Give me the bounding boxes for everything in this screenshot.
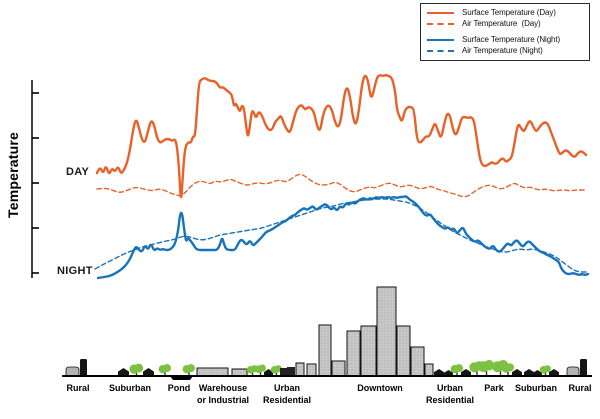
barn-icon <box>65 366 80 377</box>
x-axis-label-park: Park <box>484 383 504 393</box>
building-icon <box>410 346 425 377</box>
tree-trunk <box>499 369 502 376</box>
house-icon <box>444 370 453 376</box>
tree-trunk <box>251 371 254 376</box>
x-axis-label-suburban: Suburban <box>515 383 557 393</box>
tree-icon <box>187 364 195 373</box>
legend-label: Surface Temperature (Day) <box>462 8 556 17</box>
series-surface-temperature-night- <box>96 195 590 280</box>
building-icon <box>318 324 332 377</box>
silo-icon <box>80 359 87 376</box>
house-icon <box>434 369 444 376</box>
building-icon <box>306 363 317 377</box>
legend-item-surface-day: Surface Temperature (Day) <box>427 7 585 18</box>
building-icon <box>331 360 346 377</box>
rowhouse-icon <box>287 367 295 376</box>
tree-trunk <box>275 371 278 376</box>
tree-trunk <box>188 371 190 376</box>
tree-icon <box>163 364 171 373</box>
tree-trunk <box>259 371 262 376</box>
house-icon <box>533 370 542 376</box>
rowhouse-icon <box>280 368 287 376</box>
legend-label: Surface Temperature (Night) <box>462 35 561 44</box>
legend-label: Air Temperature (Night) <box>462 46 543 55</box>
day-annotation: DAY <box>66 166 90 178</box>
series-surface-temperature-day- <box>95 74 588 199</box>
x-axis-label-urban: Urban Residential <box>262 383 312 405</box>
building-icon <box>360 325 377 377</box>
air-day-line-swatch <box>427 22 454 25</box>
barn-icon <box>566 366 580 377</box>
legend: Surface Temperature (Day) Air Temperatur… <box>420 3 590 61</box>
x-axis-label-suburban: Suburban <box>109 383 151 393</box>
series-air-temperature-day- <box>96 173 586 198</box>
tree-icon <box>506 363 514 372</box>
tree-trunk <box>164 371 166 376</box>
legend-label: Air Temperature (Day) <box>462 19 541 28</box>
y-axis-title: Temperature <box>5 132 21 218</box>
tree-trunk <box>476 369 478 376</box>
tree-trunk <box>135 371 138 376</box>
legend-item-air-day: Air Temperature (Day) <box>427 18 585 29</box>
tree-icon <box>543 365 551 373</box>
temperature-curves <box>94 74 590 280</box>
tree-trunk <box>507 370 509 376</box>
legend-item-surface-night: Surface Temperature (Night) <box>427 34 585 45</box>
tree-trunk <box>485 369 488 376</box>
legend-item-air-night: Air Temperature (Night) <box>427 45 585 56</box>
house-icon <box>264 369 273 376</box>
tree-trunk <box>544 371 547 376</box>
house-icon <box>512 369 522 376</box>
tree-icon <box>455 364 463 373</box>
x-axis-label-rural: Rural <box>66 383 90 393</box>
x-axis-label-downtown: Downtown <box>357 383 403 393</box>
night-annotation: NIGHT <box>57 265 93 277</box>
house-icon <box>524 369 534 376</box>
warehouse-icon <box>231 368 248 377</box>
temperature-axis <box>31 80 39 278</box>
building-icon <box>424 363 434 377</box>
building-icon <box>376 286 397 377</box>
house-icon <box>461 369 471 376</box>
warehouse-icon <box>196 367 229 377</box>
surface-day-line-swatch <box>427 11 454 14</box>
house-icon <box>143 368 154 376</box>
house-icon <box>549 369 559 376</box>
x-axis-label-pond: Pond <box>167 383 191 393</box>
tree-trunk <box>456 371 458 376</box>
tree-icon <box>134 363 144 373</box>
building-icon <box>346 330 361 377</box>
silo-icon <box>580 359 587 376</box>
x-axis-label-urban: Urban Residential <box>425 383 475 405</box>
house-icon <box>118 368 129 376</box>
air-night-line-swatch <box>427 49 454 52</box>
tree-icon <box>483 360 495 371</box>
skyline-illustration <box>62 286 592 380</box>
series-air-temperature-night- <box>94 198 589 273</box>
x-axis-label-rural: Rural <box>568 383 592 393</box>
x-axis-label-warehouse: Warehouse or Industrial <box>196 383 250 405</box>
surface-night-line-swatch <box>427 38 454 41</box>
tree-icon <box>258 364 266 372</box>
building-icon <box>396 325 411 377</box>
building-icon <box>295 362 305 377</box>
